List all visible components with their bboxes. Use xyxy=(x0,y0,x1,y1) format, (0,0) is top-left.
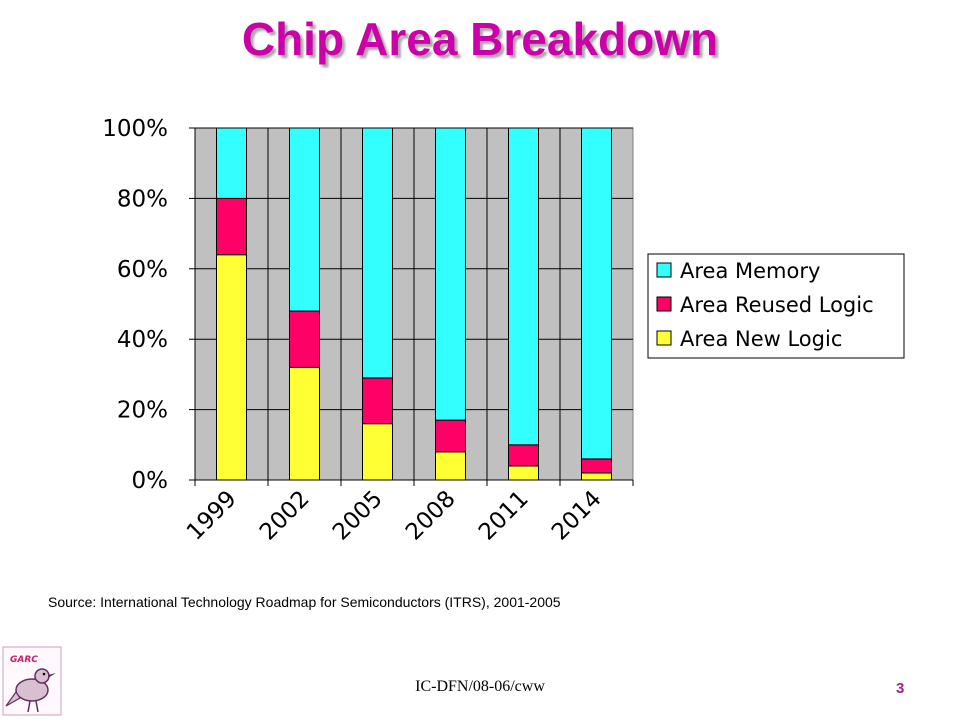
bar-segment xyxy=(508,127,539,446)
bar-segment xyxy=(362,423,393,481)
x-tick-label: 2005 xyxy=(328,486,388,546)
gridlines xyxy=(189,127,634,486)
y-tick-label: 0% xyxy=(132,468,169,494)
legend-swatch xyxy=(656,262,672,278)
bar-segment xyxy=(508,465,539,481)
legend-swatch xyxy=(656,330,672,346)
source-note: Source: International Technology Roadmap… xyxy=(48,594,561,610)
axes xyxy=(194,128,633,481)
slide-title: Chip Area Breakdown xyxy=(241,13,719,65)
legend-swatch xyxy=(656,296,672,312)
bar-segment xyxy=(435,451,466,481)
x-tick-label: 2002 xyxy=(255,486,315,546)
bar-segment xyxy=(435,419,466,453)
bar-segment xyxy=(216,127,247,199)
bar-segment xyxy=(289,310,320,368)
y-tick-label: 20% xyxy=(117,398,168,424)
bird-logo-icon: GARC xyxy=(2,646,62,716)
bar-segment xyxy=(216,197,247,256)
x-tick-label: 2014 xyxy=(547,486,607,546)
x-tick-label: 1999 xyxy=(182,486,242,546)
legend-label: Area Memory xyxy=(680,259,820,283)
x-tick-labels: 1999 2002 2005 2008 2011 2014 xyxy=(182,486,607,546)
y-tick-label: 60% xyxy=(117,257,168,283)
legend-box xyxy=(647,253,905,359)
y-tick-label: 80% xyxy=(117,186,168,212)
bar-segment xyxy=(581,127,612,460)
bar-segment xyxy=(508,444,539,467)
legend: Area Memory Area Reused Logic Area New Log… xyxy=(647,253,905,359)
bar-segment xyxy=(581,458,612,474)
y-tick-label: 40% xyxy=(117,327,168,353)
bar-series xyxy=(216,127,612,481)
bar-chart: 0% 20% 40% 60% 80% 100% 1999 2002 2005 2008 2011 2… xyxy=(102,116,905,546)
x-tick-label: 2008 xyxy=(401,486,461,546)
slide-number: 3 xyxy=(896,680,905,697)
legend-label: Area New Logic xyxy=(680,327,842,351)
logo-text: GARC xyxy=(10,655,38,665)
y-tick-label: 100% xyxy=(102,116,168,142)
x-tick-label: 2011 xyxy=(474,486,534,546)
bar-segment xyxy=(362,127,393,379)
bar-segment xyxy=(435,127,466,421)
bar-segment xyxy=(289,127,320,312)
bar-segment xyxy=(362,377,393,425)
y-tick-labels: 0% 20% 40% 60% 80% 100% xyxy=(102,116,168,494)
bar-segment xyxy=(216,254,247,481)
legend-label: Area Reused Logic xyxy=(680,293,874,317)
footer-text: IC-DFN/08-06/cww xyxy=(415,678,545,695)
bar-segment xyxy=(581,472,612,481)
bar-segment xyxy=(289,366,320,481)
